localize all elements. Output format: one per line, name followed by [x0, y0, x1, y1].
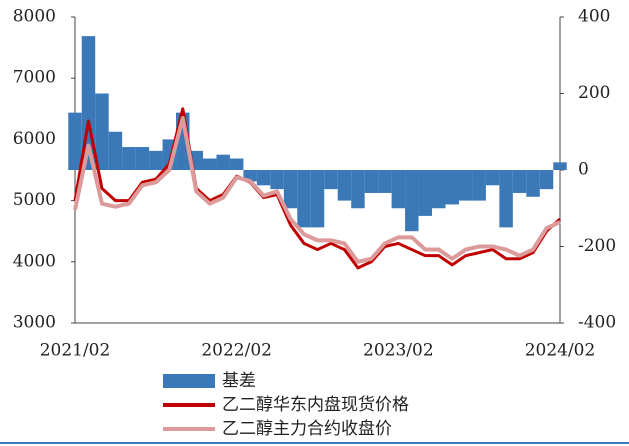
y-tick-label: 5000: [13, 190, 56, 210]
basis-bar: [539, 170, 554, 190]
basis-bar: [256, 170, 271, 186]
y2-tick-label: 400: [578, 7, 610, 27]
basis-bar: [310, 170, 325, 228]
basis-bar: [122, 147, 136, 170]
basis-bar: [108, 131, 123, 170]
basis-bar: [526, 170, 540, 197]
basis-bar: [270, 170, 284, 190]
y-tick-label: 6000: [13, 129, 56, 149]
basis-bar: [135, 147, 150, 170]
basis-bar: [283, 170, 298, 209]
basis-bar: [337, 170, 352, 201]
y-tick-label: 3000: [13, 313, 56, 333]
basis-bar: [432, 170, 446, 209]
basis-bar: [512, 170, 527, 193]
basis-bar: [229, 158, 244, 170]
basis-bar: [202, 158, 217, 170]
legend-label: 基差: [222, 371, 256, 391]
basis-bar: [499, 170, 513, 228]
price-line: [73, 115, 561, 264]
basis-bar: [391, 170, 406, 209]
legend-label: 乙二醇华东内盘现货价格: [222, 395, 409, 415]
basis-bar: [364, 170, 379, 193]
basis-bar: [216, 154, 230, 170]
basis-bar: [485, 170, 500, 186]
y2-tick-label: -200: [578, 236, 616, 256]
basis-bar: [458, 170, 473, 201]
price-line: [73, 107, 562, 270]
y2-tick-label: -400: [578, 313, 616, 333]
x-tick-label: 2022/02: [201, 341, 272, 361]
basis-bar: [95, 93, 109, 170]
y-tick-label: 4000: [13, 251, 56, 271]
basis-bar: [149, 150, 163, 170]
legend-swatch: [163, 374, 215, 388]
basis-bar: [68, 112, 82, 170]
basis-bar: [445, 170, 459, 205]
basis-bar: [472, 170, 486, 201]
legend-label: 乙二醇主力合约收盘价: [222, 419, 392, 439]
basis-bar: [351, 170, 365, 209]
y-tick-label: 8000: [13, 7, 56, 27]
y-tick-label: 7000: [13, 68, 56, 88]
basis-bar: [297, 170, 311, 228]
x-tick-label: 2023/02: [363, 341, 434, 361]
y2-tick-label: 0: [578, 160, 589, 180]
basis-bar: [324, 170, 338, 190]
basis-bar: [418, 170, 433, 216]
y2-tick-label: 200: [578, 83, 610, 103]
basis-bar: [378, 170, 392, 193]
basis-bar: [243, 170, 257, 182]
x-tick-label: 2024/02: [525, 341, 596, 361]
basis-bar: [405, 170, 419, 232]
basis-bar: [553, 162, 567, 170]
x-tick-label: 2021/02: [40, 341, 111, 361]
